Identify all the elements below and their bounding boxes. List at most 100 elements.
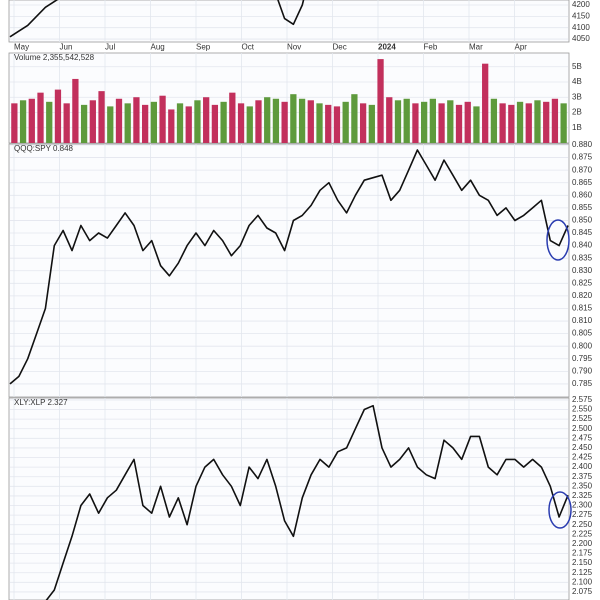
volume-bar	[551, 98, 559, 143]
y-tick-label: 2.150	[572, 558, 593, 567]
volume-bar	[80, 104, 88, 143]
volume-bar	[464, 101, 471, 143]
y-tick-label: 2.350	[572, 481, 593, 490]
y-tick-label: 2.275	[572, 510, 593, 519]
volume-bar	[150, 101, 157, 143]
y-tick-label: 0.805	[572, 329, 593, 338]
y-tick-label: 0.825	[572, 278, 593, 287]
y-tick-label: 4200	[572, 0, 590, 9]
volume-bar	[159, 95, 166, 143]
x-tick-label: Jul	[105, 43, 115, 52]
y-tick-label: 2.400	[572, 462, 593, 471]
volume-bar	[473, 106, 480, 143]
volume-bar	[63, 103, 70, 143]
y-tick-label: 0.860	[572, 190, 593, 199]
volume-bar	[11, 103, 18, 143]
x-tick-label: Feb	[424, 43, 438, 52]
x-tick-label: 2024	[378, 43, 396, 52]
volume-bar	[325, 104, 332, 143]
series-line	[9, 0, 305, 38]
volume-bar	[508, 104, 515, 143]
volume-bar	[368, 104, 375, 143]
y-tick-label: 0.875	[572, 153, 593, 162]
volume-bar	[133, 97, 140, 143]
y-tick-label: 0.810	[572, 316, 593, 325]
volume-bar	[237, 103, 245, 143]
volume-bar	[290, 94, 297, 143]
y-tick-label: 2.425	[572, 453, 593, 462]
ratio-panel	[8, 397, 570, 600]
panel-title: Volume 2,355,542,528	[14, 53, 95, 62]
volume-bar	[455, 104, 463, 143]
y-tick-label: 0.855	[572, 203, 593, 212]
y-tick-label: 2.525	[572, 414, 593, 423]
y-tick-label: 3B	[572, 92, 582, 101]
volume-bar	[107, 106, 114, 143]
x-tick-label: Dec	[333, 43, 347, 52]
y-tick-label: 0.790	[572, 366, 593, 375]
y-tick-label: 2.100	[572, 577, 593, 586]
panel-title: XLY:XLP 2.327	[14, 398, 68, 407]
volume-bar	[351, 94, 358, 143]
highlight-ellipse	[548, 491, 572, 529]
volume-bar	[194, 100, 201, 143]
y-tick-label: 2.450	[572, 443, 593, 452]
y-tick-label: 0.840	[572, 241, 593, 250]
volume-bar	[412, 103, 419, 143]
volume-bar	[264, 97, 271, 143]
y-tick-label: 2.375	[572, 472, 593, 481]
volume-bar	[307, 100, 314, 143]
x-tick-label: Nov	[287, 43, 301, 52]
plot	[9, 0, 305, 38]
y-tick-label: 4050	[572, 34, 590, 43]
y-tick-label: 5B	[572, 62, 582, 71]
volume-bar	[377, 59, 384, 143]
y-tick-label: 2.325	[572, 491, 593, 500]
volume-bar	[281, 101, 288, 143]
plot	[9, 149, 569, 385]
volume-bar	[516, 101, 524, 143]
volume-bar	[447, 100, 454, 143]
y-tick-label: 0.785	[572, 379, 593, 388]
volume-bar	[342, 101, 349, 143]
volume-bar	[229, 92, 236, 143]
y-tick-label: 2.225	[572, 529, 593, 538]
panel-title: QQQ:SPY 0.848	[14, 144, 74, 153]
y-tick-label: 2.475	[572, 433, 593, 442]
volume-bar	[403, 98, 410, 143]
volume-bar	[316, 103, 323, 143]
x-tick-label: Apr	[515, 43, 528, 52]
volume-bar	[482, 63, 489, 143]
y-tick-label: 2.125	[572, 568, 593, 577]
y-tick-label: 2.075	[572, 587, 593, 596]
volume-bar	[115, 98, 123, 143]
y-tick-label: 2.550	[572, 405, 593, 414]
x-tick-label: Mar	[469, 43, 483, 52]
volume-bar	[499, 103, 506, 143]
x-tick-label: Oct	[242, 43, 255, 52]
volume-bar	[298, 98, 306, 143]
volume-bar	[98, 91, 105, 143]
x-tick-label: Jun	[60, 43, 73, 52]
volume-bar	[333, 106, 341, 143]
y-tick-label: 0.850	[572, 216, 593, 225]
y-tick-label: 2.200	[572, 539, 593, 548]
volume-bar	[185, 106, 192, 143]
volume-bar	[534, 100, 541, 143]
y-tick-label: 2B	[572, 108, 582, 117]
y-tick-label: 2.500	[572, 424, 593, 433]
plot	[11, 59, 567, 143]
volume-bar	[176, 103, 184, 143]
y-tick-label: 0.820	[572, 291, 593, 300]
series-line	[45, 404, 569, 600]
volume-bar	[255, 100, 262, 143]
y-tick-label: 0.835	[572, 253, 593, 262]
y-tick-label: 0.845	[572, 228, 593, 237]
volume-bar	[168, 109, 175, 143]
volume-bar	[46, 101, 53, 143]
volume-bar	[54, 89, 62, 143]
x-tick-label: Sep	[196, 43, 211, 52]
y-tick-label: 0.865	[572, 178, 593, 187]
